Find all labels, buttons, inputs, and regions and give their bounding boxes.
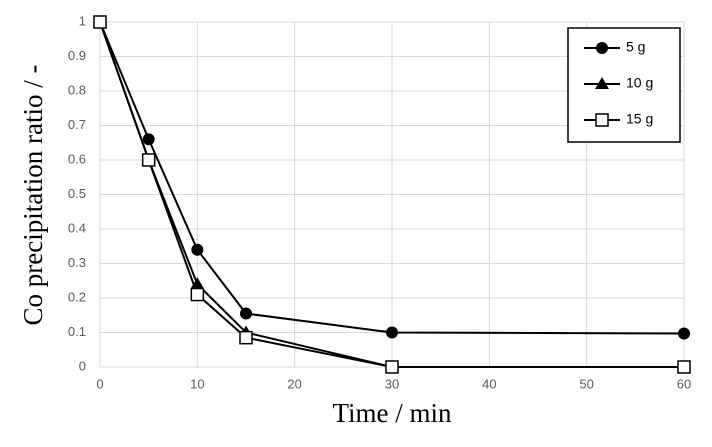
y-tick-label: 0.1 bbox=[68, 324, 86, 339]
y-tick-label: 0.4 bbox=[68, 220, 86, 235]
y-tick-label: 1 bbox=[79, 13, 86, 28]
series-line bbox=[99, 21, 685, 335]
marker bbox=[677, 360, 691, 374]
y-tick-label: 0.5 bbox=[68, 186, 86, 201]
marker bbox=[190, 287, 205, 302]
y-tick-label: 0.9 bbox=[68, 48, 86, 63]
y-tick-label: 0.7 bbox=[68, 117, 86, 132]
x-axis-title: Time / min bbox=[332, 398, 452, 428]
x-tick-label: 30 bbox=[385, 376, 399, 391]
marker bbox=[191, 243, 204, 256]
y-tick-label: 0.6 bbox=[68, 151, 86, 166]
marker bbox=[141, 153, 156, 167]
x-tick-label: 50 bbox=[579, 376, 593, 391]
x-tick-label: 40 bbox=[482, 376, 496, 391]
series-line bbox=[99, 21, 684, 368]
legend: 5 g 10 g 15 g bbox=[567, 27, 681, 143]
x-tick-label: 10 bbox=[190, 376, 204, 391]
legend-label: 15 g bbox=[626, 111, 653, 127]
legend-label: 10 g bbox=[626, 75, 653, 91]
marker bbox=[595, 113, 609, 127]
y-tick-label: 0 bbox=[79, 358, 86, 373]
marker bbox=[240, 307, 252, 320]
marker bbox=[596, 42, 608, 54]
y-axis-title: Co precipitation ratio / - bbox=[18, 65, 48, 326]
marker bbox=[385, 360, 399, 374]
marker bbox=[386, 326, 398, 339]
x-tick-label: 20 bbox=[287, 376, 301, 391]
marker bbox=[239, 330, 253, 345]
y-tick-label: 0.2 bbox=[68, 289, 86, 304]
marker bbox=[142, 133, 155, 146]
y-tick-label: 0.3 bbox=[68, 255, 86, 270]
marker bbox=[595, 77, 609, 89]
y-tick-label: 0.8 bbox=[68, 82, 86, 97]
marker bbox=[93, 15, 107, 29]
marker bbox=[678, 327, 690, 340]
x-tick-label: 0 bbox=[96, 376, 103, 391]
x-tick-label: 60 bbox=[677, 376, 691, 391]
legend-label: 5 g bbox=[626, 39, 645, 55]
